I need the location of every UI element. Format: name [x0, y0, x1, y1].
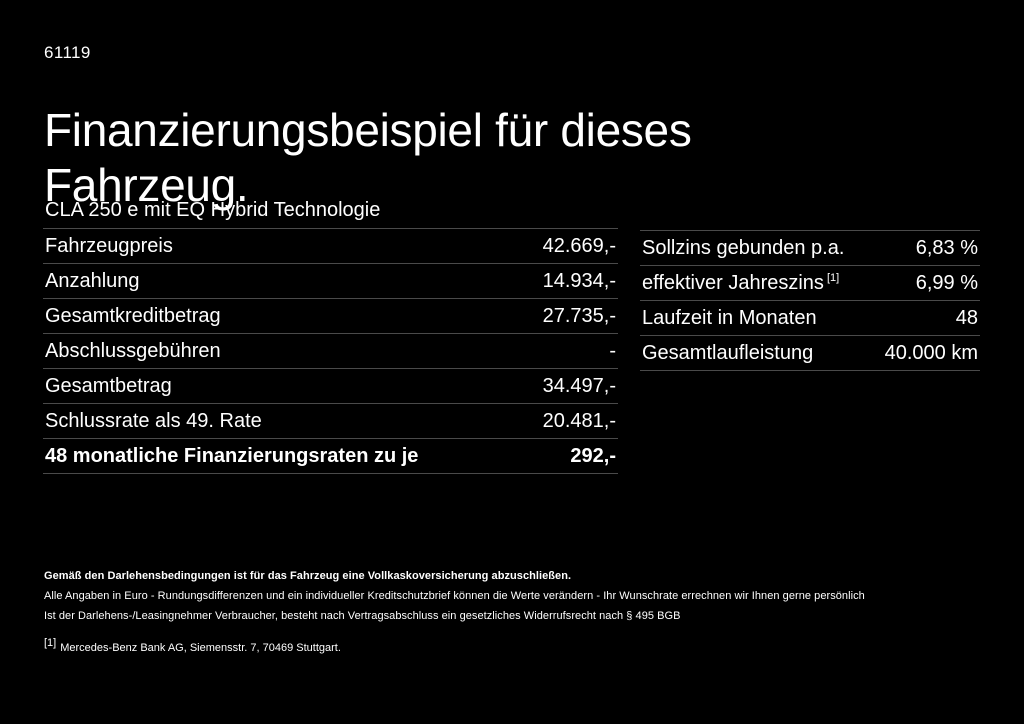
table-row: Gesamtbetrag 34.497,-	[43, 368, 618, 403]
row-value: 40.000 km	[884, 342, 978, 364]
table-row: Schlussrate als 49. Rate 20.481,-	[43, 403, 618, 438]
row-label: Schlussrate als 49. Rate	[45, 410, 262, 432]
footnote-source-text: Mercedes-Benz Bank AG, Siemensstr. 7, 70…	[60, 642, 341, 654]
page-title: Finanzierungsbeispiel für dieses Fahrzeu…	[44, 103, 744, 213]
row-label: Sollzins gebunden p.a.	[642, 237, 845, 259]
table-row: Fahrzeugpreis 42.669,-	[43, 228, 618, 263]
row-label: Gesamtbetrag	[45, 375, 172, 397]
row-label: Gesamtlaufleistung	[642, 342, 814, 364]
footnotes-block: Gemäß den Darlehensbedingungen ist für d…	[44, 566, 984, 656]
document-id: 61119	[44, 43, 91, 62]
table-row: Sollzins gebunden p.a. 6,83 %	[640, 230, 980, 265]
table-row: Gesamtkreditbetrag 27.735,-	[43, 298, 618, 333]
row-label: Fahrzeugpreis	[45, 235, 173, 257]
row-value: 6,99 %	[915, 272, 978, 294]
table-row-monthly-rate: 48 monatliche Finanzierungsraten zu je 2…	[43, 438, 618, 474]
row-label: Abschlussgebühren	[45, 340, 221, 362]
row-value: 42.669,-	[542, 235, 616, 257]
row-value: 20.481,-	[542, 410, 616, 432]
footnote-marker: [1]	[826, 272, 840, 285]
row-value: -	[609, 340, 616, 362]
page-title-line-1: Finanzierungsbeispiel für dieses	[44, 103, 692, 156]
row-value: 34.497,-	[542, 375, 616, 397]
row-label: 48 monatliche Finanzierungsraten zu je	[45, 445, 419, 467]
row-value: 292,-	[570, 445, 616, 467]
footnote-marker: [1]	[44, 637, 57, 650]
row-value: 6,83 %	[915, 237, 978, 259]
row-label: effektiver Jahreszins [1]	[642, 272, 839, 294]
table-row: Anzahlung 14.934,-	[43, 263, 618, 298]
row-value: 14.934,-	[542, 270, 616, 292]
table-row: effektiver Jahreszins [1] 6,99 %	[640, 265, 980, 300]
terms-table: Sollzins gebunden p.a. 6,83 % effektiver…	[640, 230, 980, 371]
vehicle-name: CLA 250 e mit EQ Hybrid Technologie	[45, 199, 381, 221]
row-label-text: effektiver Jahreszins	[642, 272, 824, 294]
row-value: 48	[955, 307, 978, 329]
row-value: 27.735,-	[542, 305, 616, 327]
table-row: Laufzeit in Monaten 48	[640, 300, 980, 335]
footnote-line-3: Ist der Darlehens-/Leasingnehmer Verbrau…	[44, 610, 681, 622]
table-row: Gesamtlaufleistung 40.000 km	[640, 335, 980, 371]
table-row: Abschlussgebühren -	[43, 333, 618, 368]
footnote-line-2: Alle Angaben in Euro - Rundungsdifferenz…	[44, 590, 865, 602]
footnote-source: [1] Mercedes-Benz Bank AG, Siemensstr. 7,…	[44, 637, 984, 656]
row-label: Gesamtkreditbetrag	[45, 305, 221, 327]
footnote-line-1: Gemäß den Darlehensbedingungen ist für d…	[44, 570, 572, 582]
row-label: Anzahlung	[45, 270, 140, 292]
finance-table: CLA 250 e mit EQ Hybrid Technologie Fahr…	[43, 196, 618, 474]
page-title-line-2: Fahrzeug.	[44, 158, 249, 211]
row-label: Laufzeit in Monaten	[642, 307, 817, 329]
